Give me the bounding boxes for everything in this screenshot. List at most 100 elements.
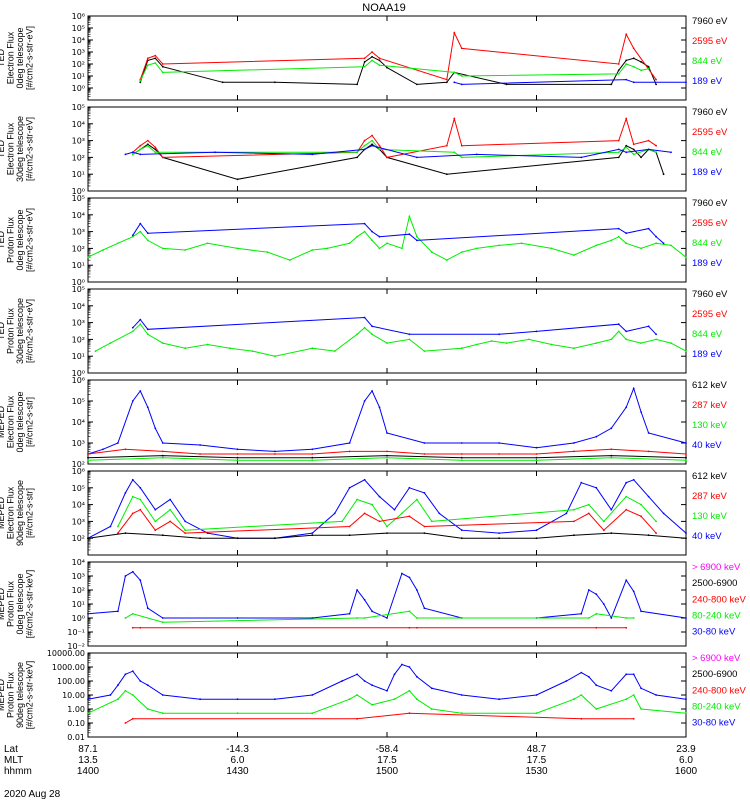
data-point — [161, 342, 164, 344]
data-point — [453, 81, 456, 84]
data-point — [625, 144, 628, 147]
data-point — [685, 81, 687, 84]
data-point — [565, 512, 568, 515]
y-tick-label: 10⁴ — [72, 501, 85, 510]
legend-entry: 844 eV — [692, 329, 723, 340]
panel-frame — [87, 106, 687, 192]
y-tick-label: 10³ — [72, 517, 85, 526]
data-point — [311, 249, 314, 251]
data-point — [625, 617, 628, 619]
data-point — [386, 156, 388, 159]
data-point — [236, 537, 239, 540]
data-point — [363, 478, 366, 481]
data-point — [580, 694, 583, 696]
legend-entry: 30-80 keV — [692, 718, 736, 729]
y-axis-label-line: 0deg telescope — [15, 209, 25, 270]
legend-entry: 844 eV — [692, 238, 723, 249]
y-tick-label: 10⁵ — [72, 24, 85, 33]
data-point — [632, 47, 635, 50]
x-tick-label: 23.9 — [676, 744, 696, 755]
data-point — [386, 242, 388, 245]
y-tick-label: 10³ — [72, 572, 85, 581]
legend-entry: 40 keV — [692, 440, 722, 451]
data-point — [625, 673, 628, 676]
data-point — [311, 694, 314, 696]
series-red — [132, 116, 657, 158]
data-point — [655, 144, 657, 147]
x-axis-labels: 2020 Aug 28 LatMLThhmm87.113.51400-14.36… — [4, 744, 698, 800]
data-point — [528, 338, 530, 341]
data-point — [595, 626, 598, 629]
panel-1: 10⁰ 10¹ 10² 10³ 10⁴ 10⁵ 10⁶ TEDElectron Flux0de… — [0, 12, 728, 101]
data-point — [647, 534, 650, 537]
data-point — [625, 495, 628, 498]
data-point — [274, 537, 276, 540]
data-point — [610, 532, 613, 534]
data-point — [408, 215, 411, 218]
data-point — [625, 78, 628, 81]
data-point — [655, 520, 657, 523]
data-point — [632, 148, 635, 151]
y-axis-label-line: TED — [0, 230, 6, 249]
y-axis-label-line: 90deg telescope — [15, 662, 25, 728]
date-label: 2020 Aug 28 — [4, 789, 61, 800]
data-point — [131, 512, 134, 515]
data-point — [206, 343, 209, 346]
data-point — [348, 534, 351, 537]
series-blue — [87, 478, 687, 539]
data-point — [236, 712, 239, 715]
data-point — [393, 698, 396, 701]
data-point — [124, 153, 127, 156]
data-point — [632, 57, 635, 60]
legend-entry: 2595 eV — [692, 127, 728, 138]
data-point — [356, 589, 358, 591]
data-point — [371, 139, 373, 142]
series-red — [125, 712, 634, 724]
data-point — [154, 427, 157, 430]
y-tick-label: 10.00 — [62, 691, 85, 700]
data-point — [87, 537, 89, 540]
legend-entry: 287 keV — [692, 400, 728, 411]
data-point — [102, 448, 104, 451]
data-point — [363, 512, 366, 515]
data-point — [685, 537, 687, 540]
data-point — [670, 244, 672, 247]
legend-entry: 189 eV — [692, 76, 723, 87]
data-point — [408, 486, 411, 489]
x-tick-label: 13.5 — [78, 755, 98, 766]
data-point — [587, 589, 590, 591]
data-point — [371, 325, 373, 328]
panel-frame — [87, 15, 687, 101]
data-point — [311, 153, 314, 156]
y-axis-label-line: 30deg telescope — [15, 298, 25, 364]
legend-entry: 30-80 keV — [692, 627, 736, 638]
data-point — [124, 722, 127, 724]
data-point — [348, 612, 351, 615]
data-point — [199, 537, 202, 540]
data-point — [311, 453, 314, 455]
data-point — [416, 83, 418, 86]
data-point — [236, 178, 239, 181]
series-black — [139, 56, 657, 85]
data-point — [87, 612, 89, 615]
legend-entry: 2500-6900 — [692, 578, 737, 589]
y-axis-label: MEPEDElectron Flux90deg telescope[#/cm2-… — [0, 480, 35, 546]
data-point — [139, 390, 142, 392]
data-point — [274, 355, 276, 358]
data-point — [423, 350, 426, 352]
data-point — [640, 247, 642, 250]
data-point — [460, 83, 463, 86]
data-point — [453, 31, 456, 34]
y-tick-label: 10⁵ — [72, 194, 85, 203]
data-point — [408, 626, 411, 629]
y-tick-label: 10¹ — [72, 170, 85, 179]
data-point — [595, 342, 598, 344]
data-point — [161, 442, 164, 444]
data-point — [146, 144, 149, 147]
y-axis-label: TEDProton Flux0deg telescope[#/cm2-s-str… — [0, 208, 35, 272]
data-point — [610, 456, 613, 459]
x-tick-label: 17.5 — [527, 755, 547, 766]
y-tick-label: 10⁶ — [72, 376, 85, 385]
data-point — [625, 481, 628, 484]
y-tick-label: 10⁰ — [72, 614, 85, 623]
